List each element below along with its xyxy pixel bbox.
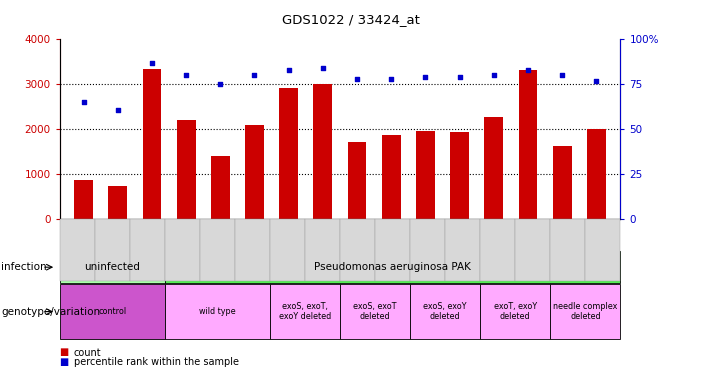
Point: [489, 72, 500, 78]
Bar: [279, 87, 298, 219]
Text: Pseudomonas aeruginosa PAK: Pseudomonas aeruginosa PAK: [314, 262, 471, 272]
Bar: [484, 117, 503, 219]
Bar: [74, 180, 93, 219]
Bar: [450, 132, 469, 219]
Text: exoS, exoY
deleted: exoS, exoY deleted: [423, 302, 467, 321]
Bar: [177, 120, 196, 219]
Text: ■: ■: [60, 357, 69, 367]
Bar: [142, 69, 161, 219]
Text: control: control: [98, 307, 126, 316]
Bar: [519, 70, 538, 219]
Bar: [587, 129, 606, 219]
Bar: [313, 84, 332, 219]
Point: [78, 99, 89, 105]
Point: [351, 76, 362, 82]
Point: [591, 78, 602, 84]
Point: [386, 76, 397, 82]
Point: [249, 72, 260, 78]
Text: GDS1022 / 33424_at: GDS1022 / 33424_at: [282, 13, 419, 26]
Text: ■: ■: [60, 348, 69, 357]
Text: genotype/variation: genotype/variation: [1, 307, 100, 316]
Point: [318, 65, 329, 71]
Text: uninfected: uninfected: [84, 262, 140, 272]
Point: [112, 106, 123, 112]
Text: wild type: wild type: [199, 307, 236, 316]
Point: [522, 67, 533, 73]
Point: [215, 81, 226, 87]
Text: exoS, exoT
deleted: exoS, exoT deleted: [353, 302, 397, 321]
Bar: [416, 131, 435, 219]
Point: [420, 74, 431, 80]
Text: count: count: [74, 348, 101, 357]
Text: infection: infection: [1, 262, 47, 272]
Text: percentile rank within the sample: percentile rank within the sample: [74, 357, 238, 367]
Point: [283, 67, 294, 73]
Bar: [553, 146, 571, 219]
Bar: [382, 135, 401, 219]
Text: needle complex
deleted: needle complex deleted: [553, 302, 618, 321]
Bar: [211, 156, 230, 219]
Point: [147, 60, 158, 66]
Point: [557, 72, 568, 78]
Point: [454, 74, 465, 80]
Text: exoT, exoY
deleted: exoT, exoY deleted: [494, 302, 537, 321]
Bar: [348, 141, 367, 219]
Bar: [109, 186, 127, 219]
Text: exoS, exoT,
exoY deleted: exoS, exoT, exoY deleted: [279, 302, 331, 321]
Point: [180, 72, 191, 78]
Bar: [245, 125, 264, 219]
